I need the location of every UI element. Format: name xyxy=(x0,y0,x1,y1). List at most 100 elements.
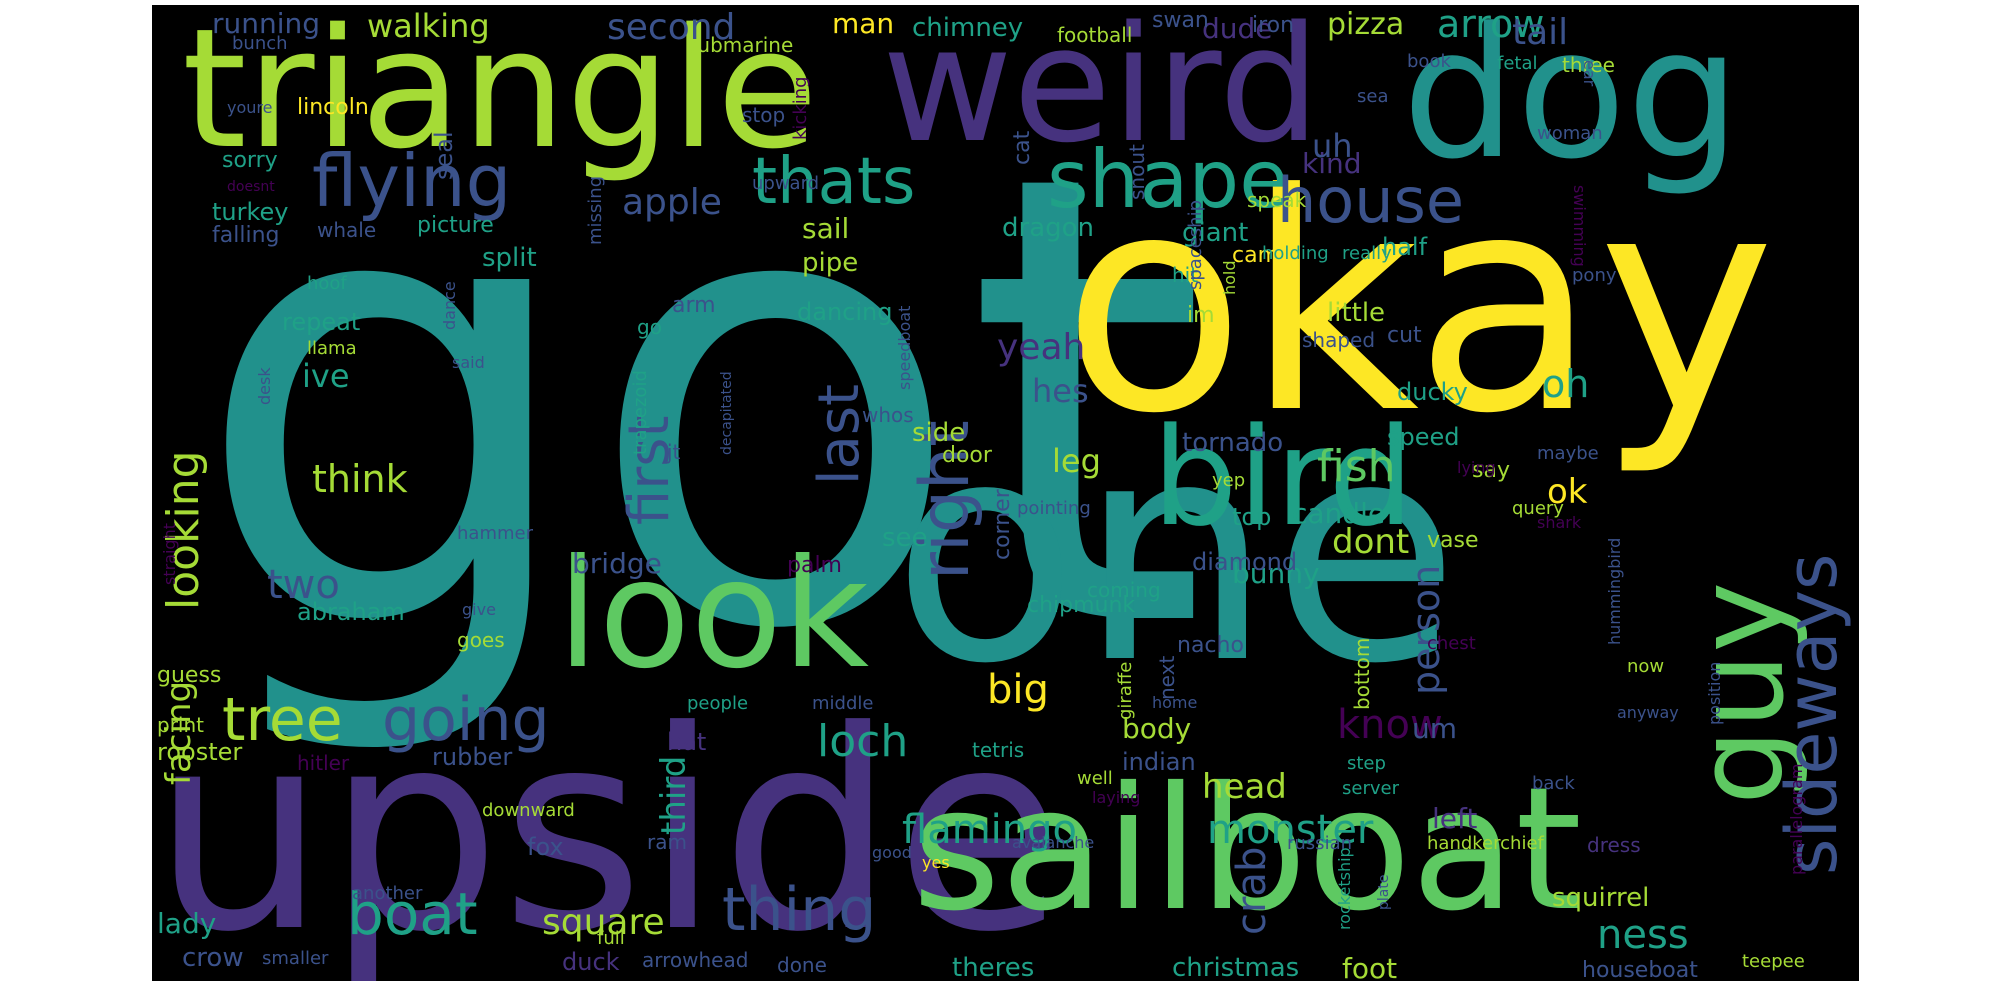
word: llama xyxy=(307,338,357,359)
word: plate xyxy=(1376,874,1392,910)
word: pony xyxy=(1572,265,1617,286)
word: picture xyxy=(417,213,494,238)
word: flying xyxy=(312,139,512,223)
word: top xyxy=(1232,503,1272,531)
word: kicking xyxy=(790,76,811,140)
word: submarine xyxy=(687,33,794,57)
word: hitler xyxy=(297,751,350,775)
word: oh xyxy=(1542,362,1590,406)
word: parallelogram xyxy=(1787,763,1806,875)
word: nacho xyxy=(1177,633,1244,658)
word: straight xyxy=(160,522,179,585)
word: uh xyxy=(1312,127,1353,165)
word: hoof xyxy=(307,273,347,294)
word: sailboat xyxy=(912,751,1582,949)
word: book xyxy=(1407,51,1451,72)
word: arrowhead xyxy=(642,948,749,972)
word: server xyxy=(1342,778,1399,799)
word: holding xyxy=(1262,243,1329,264)
word: boat xyxy=(347,880,478,948)
word: lady xyxy=(157,907,217,940)
word: split xyxy=(482,243,537,273)
word: query xyxy=(1512,498,1564,519)
word: pipe xyxy=(802,248,859,278)
word: woman xyxy=(1537,123,1603,144)
word: person xyxy=(1404,564,1448,695)
word: dancing xyxy=(797,298,893,326)
word: candle xyxy=(1292,497,1386,530)
word: really xyxy=(1342,243,1392,264)
word: smaller xyxy=(262,948,329,969)
word: say xyxy=(1472,458,1510,483)
word: lincoln xyxy=(297,95,369,120)
word: bunny xyxy=(1232,557,1320,590)
word: upward xyxy=(752,173,820,194)
word: desk xyxy=(255,367,274,405)
word: ear xyxy=(1580,60,1599,87)
word: speed xyxy=(1387,423,1460,451)
word: goes xyxy=(457,628,505,652)
word: stop xyxy=(742,103,786,127)
word: said xyxy=(452,353,485,372)
word: maybe xyxy=(1537,443,1599,464)
word: ive xyxy=(302,357,350,395)
word: coming xyxy=(1087,578,1161,602)
word: dude xyxy=(1202,12,1273,45)
word: see xyxy=(882,523,928,553)
word: hat xyxy=(667,728,707,756)
word: shaped xyxy=(1302,328,1376,352)
word: whos xyxy=(862,403,914,427)
word: loch xyxy=(817,716,909,767)
word: man xyxy=(832,7,895,40)
word: vase xyxy=(1427,528,1479,553)
word: indian xyxy=(1122,748,1196,776)
word: chipmunk xyxy=(1027,593,1136,618)
word: fetal xyxy=(1497,53,1538,74)
word: last xyxy=(807,383,872,485)
word: pointing xyxy=(1017,498,1091,519)
word: squirrel xyxy=(1552,883,1650,913)
word: print xyxy=(157,713,204,737)
word: crab xyxy=(1229,846,1275,935)
word: snout xyxy=(1125,144,1149,200)
word: camel xyxy=(1232,243,1299,268)
word: good xyxy=(872,843,912,862)
word: yes xyxy=(922,853,950,872)
word: anyway xyxy=(1617,703,1679,722)
word: apple xyxy=(622,182,722,223)
word: handkerchief xyxy=(1427,833,1544,854)
word: full xyxy=(597,928,625,949)
word: chimney xyxy=(912,13,1024,43)
word: football xyxy=(1057,23,1133,47)
word: yep xyxy=(1212,470,1246,491)
word: house xyxy=(1277,164,1464,237)
word: monster xyxy=(1207,807,1374,853)
word: downward xyxy=(482,800,575,821)
word: swimming xyxy=(1570,185,1589,267)
word: tail xyxy=(1512,12,1569,53)
word: falling xyxy=(212,223,280,248)
word: running xyxy=(212,7,321,40)
word: ram xyxy=(647,830,687,854)
word: going xyxy=(382,685,550,755)
word: second xyxy=(607,7,736,48)
word: position xyxy=(1705,661,1724,725)
word: houseboat xyxy=(1582,958,1698,982)
word: middle xyxy=(812,693,874,714)
word: dragon xyxy=(1002,213,1095,243)
word: doesnt xyxy=(227,179,275,195)
word: lying xyxy=(1457,458,1496,477)
word: youre xyxy=(227,98,273,117)
word: door xyxy=(942,443,992,468)
word: palm xyxy=(787,553,842,578)
word: bunch xyxy=(232,33,288,54)
word: rooster xyxy=(157,738,243,766)
word: one xyxy=(892,375,1460,730)
word: three xyxy=(1562,53,1615,77)
word: diamond xyxy=(1192,548,1298,576)
word: sorry xyxy=(222,148,278,173)
word: shark xyxy=(1537,513,1582,532)
word: chest xyxy=(1427,633,1476,654)
word: dance xyxy=(440,281,459,330)
word: giraffe xyxy=(1115,661,1136,720)
